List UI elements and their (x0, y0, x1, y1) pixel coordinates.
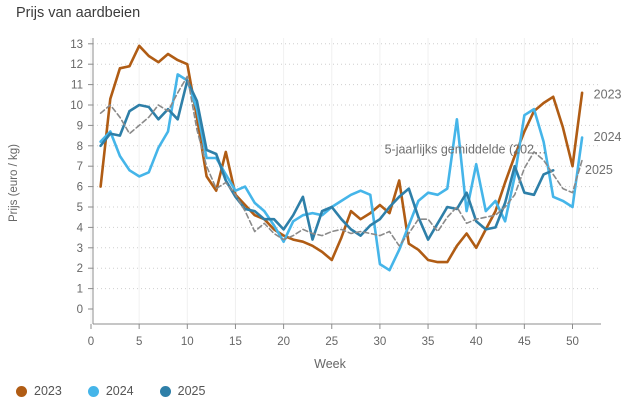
y-tick-label: 2 (77, 263, 83, 275)
y-tick-label: 9 (77, 120, 83, 132)
x-tick-label: 35 (422, 336, 435, 348)
series-line-2023[interactable] (99, 44, 584, 264)
x-tick-label: 30 (374, 336, 387, 348)
series-label-2023: 2023 (594, 87, 622, 101)
x-tick-label: 5 (136, 336, 142, 348)
legend-marker-2025 (159, 385, 171, 397)
x-tick-label: 0 (88, 336, 94, 348)
series-label-2025: 2025 (585, 163, 613, 177)
legend-item-2025[interactable]: 2025 (159, 384, 206, 398)
chart-legend: 2023 2024 2025 (16, 384, 205, 398)
y-tick-label: 5 (77, 202, 83, 214)
legend-item-2024[interactable]: 2024 (87, 384, 134, 398)
x-tick-label: 25 (325, 336, 338, 348)
y-axis-title: Prijs (euro / kg) (8, 144, 20, 222)
y-tick-label: 8 (77, 141, 83, 153)
x-tick-label: 10 (181, 336, 194, 348)
y-tick-label: 3 (77, 243, 83, 255)
x-tick-label: 20 (277, 336, 290, 348)
y-tick-label: 11 (71, 80, 83, 92)
chart-title: Prijs van aardbeien (16, 5, 141, 21)
y-tick-label: 4 (77, 222, 84, 234)
y-tick-label: 0 (77, 304, 83, 316)
y-tick-label: 12 (70, 59, 83, 71)
y-tick-label: 1 (77, 284, 83, 296)
y-tick-label: 6 (77, 182, 83, 194)
y-tick-label: 13 (70, 39, 83, 51)
x-tick-label: 40 (470, 336, 483, 348)
x-axis-title: Week (314, 357, 346, 371)
y-tick-label: 10 (70, 100, 83, 112)
legend-marker-2024 (87, 385, 99, 397)
legend-label: 2023 (34, 384, 62, 398)
series-line-average[interactable] (99, 75, 583, 247)
x-tick-label: 50 (566, 336, 579, 348)
legend-label: 2024 (105, 384, 134, 398)
series-label-2024: 2024 (594, 130, 622, 144)
x-tick-label: 15 (229, 336, 242, 348)
series-line-2025[interactable] (99, 79, 555, 241)
legend-label: 2025 (177, 384, 206, 398)
legend-item-2023[interactable]: 2023 (16, 384, 62, 398)
y-tick-label: 7 (77, 161, 83, 173)
x-tick-label: 45 (518, 336, 531, 348)
legend-marker-2023 (16, 385, 27, 397)
series-label-average: 5-jaarlijks gemiddelde (202… (385, 142, 547, 156)
